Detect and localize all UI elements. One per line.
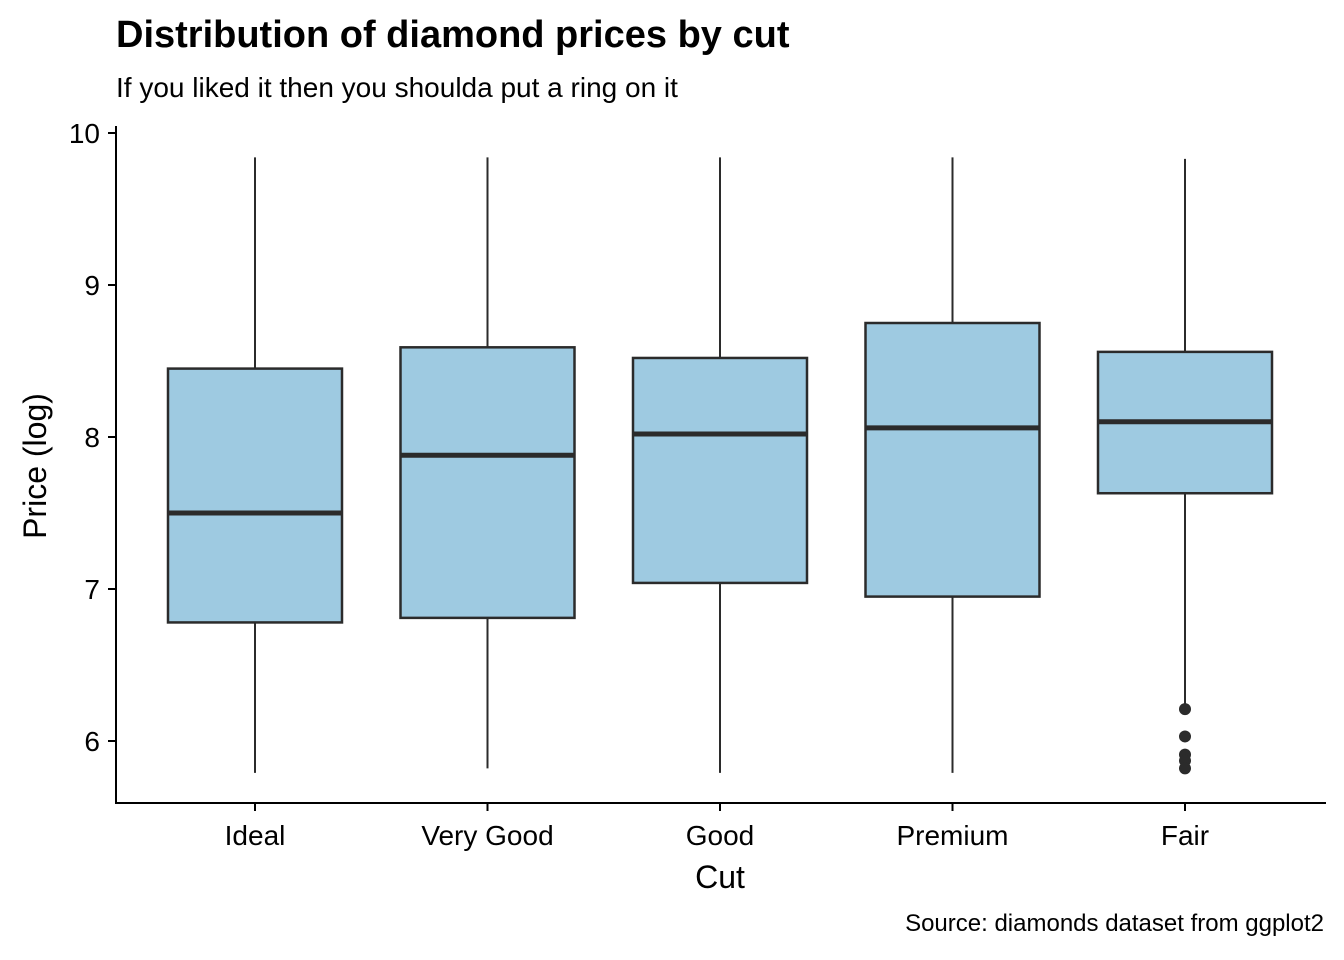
box-iqr: [166, 367, 344, 624]
chart-title: Distribution of diamond prices by cut: [116, 14, 790, 56]
x-tick-label: Very Good: [421, 820, 553, 851]
x-tick-label: Fair: [1161, 820, 1209, 851]
chart-caption: Source: diamonds dataset from ggplot2: [905, 910, 1324, 937]
y-axis: 6 7 8 9 10: [69, 118, 117, 803]
box-ideal: [166, 157, 344, 773]
boxes: [166, 157, 1274, 775]
box-fair: [1096, 158, 1274, 775]
box-very-good: [399, 157, 576, 769]
x-tick-label: Good: [686, 820, 755, 851]
outlier-point: [1179, 762, 1191, 775]
x-axis: Ideal Very Good Good Premium Fair: [115, 802, 1326, 851]
y-tick-label: 8: [84, 422, 100, 453]
x-axis-label: Cut: [695, 859, 745, 895]
chart-subtitle: If you liked it then you shoulda put a r…: [116, 72, 678, 103]
box-premium: [864, 157, 1041, 773]
x-tick-label: Ideal: [225, 820, 286, 851]
box-iqr: [631, 356, 809, 585]
box-iqr: [864, 321, 1041, 598]
y-tick-label: 9: [84, 270, 100, 301]
y-tick-label: 7: [84, 574, 100, 605]
box-iqr: [399, 346, 576, 620]
outlier-point: [1179, 703, 1191, 716]
x-tick-label: Premium: [896, 820, 1008, 851]
outlier-point: [1179, 730, 1191, 743]
y-tick-label: 6: [84, 726, 100, 757]
box-good: [631, 157, 809, 773]
y-tick-label: 10: [69, 118, 100, 149]
y-axis-label: Price (log): [17, 393, 53, 539]
